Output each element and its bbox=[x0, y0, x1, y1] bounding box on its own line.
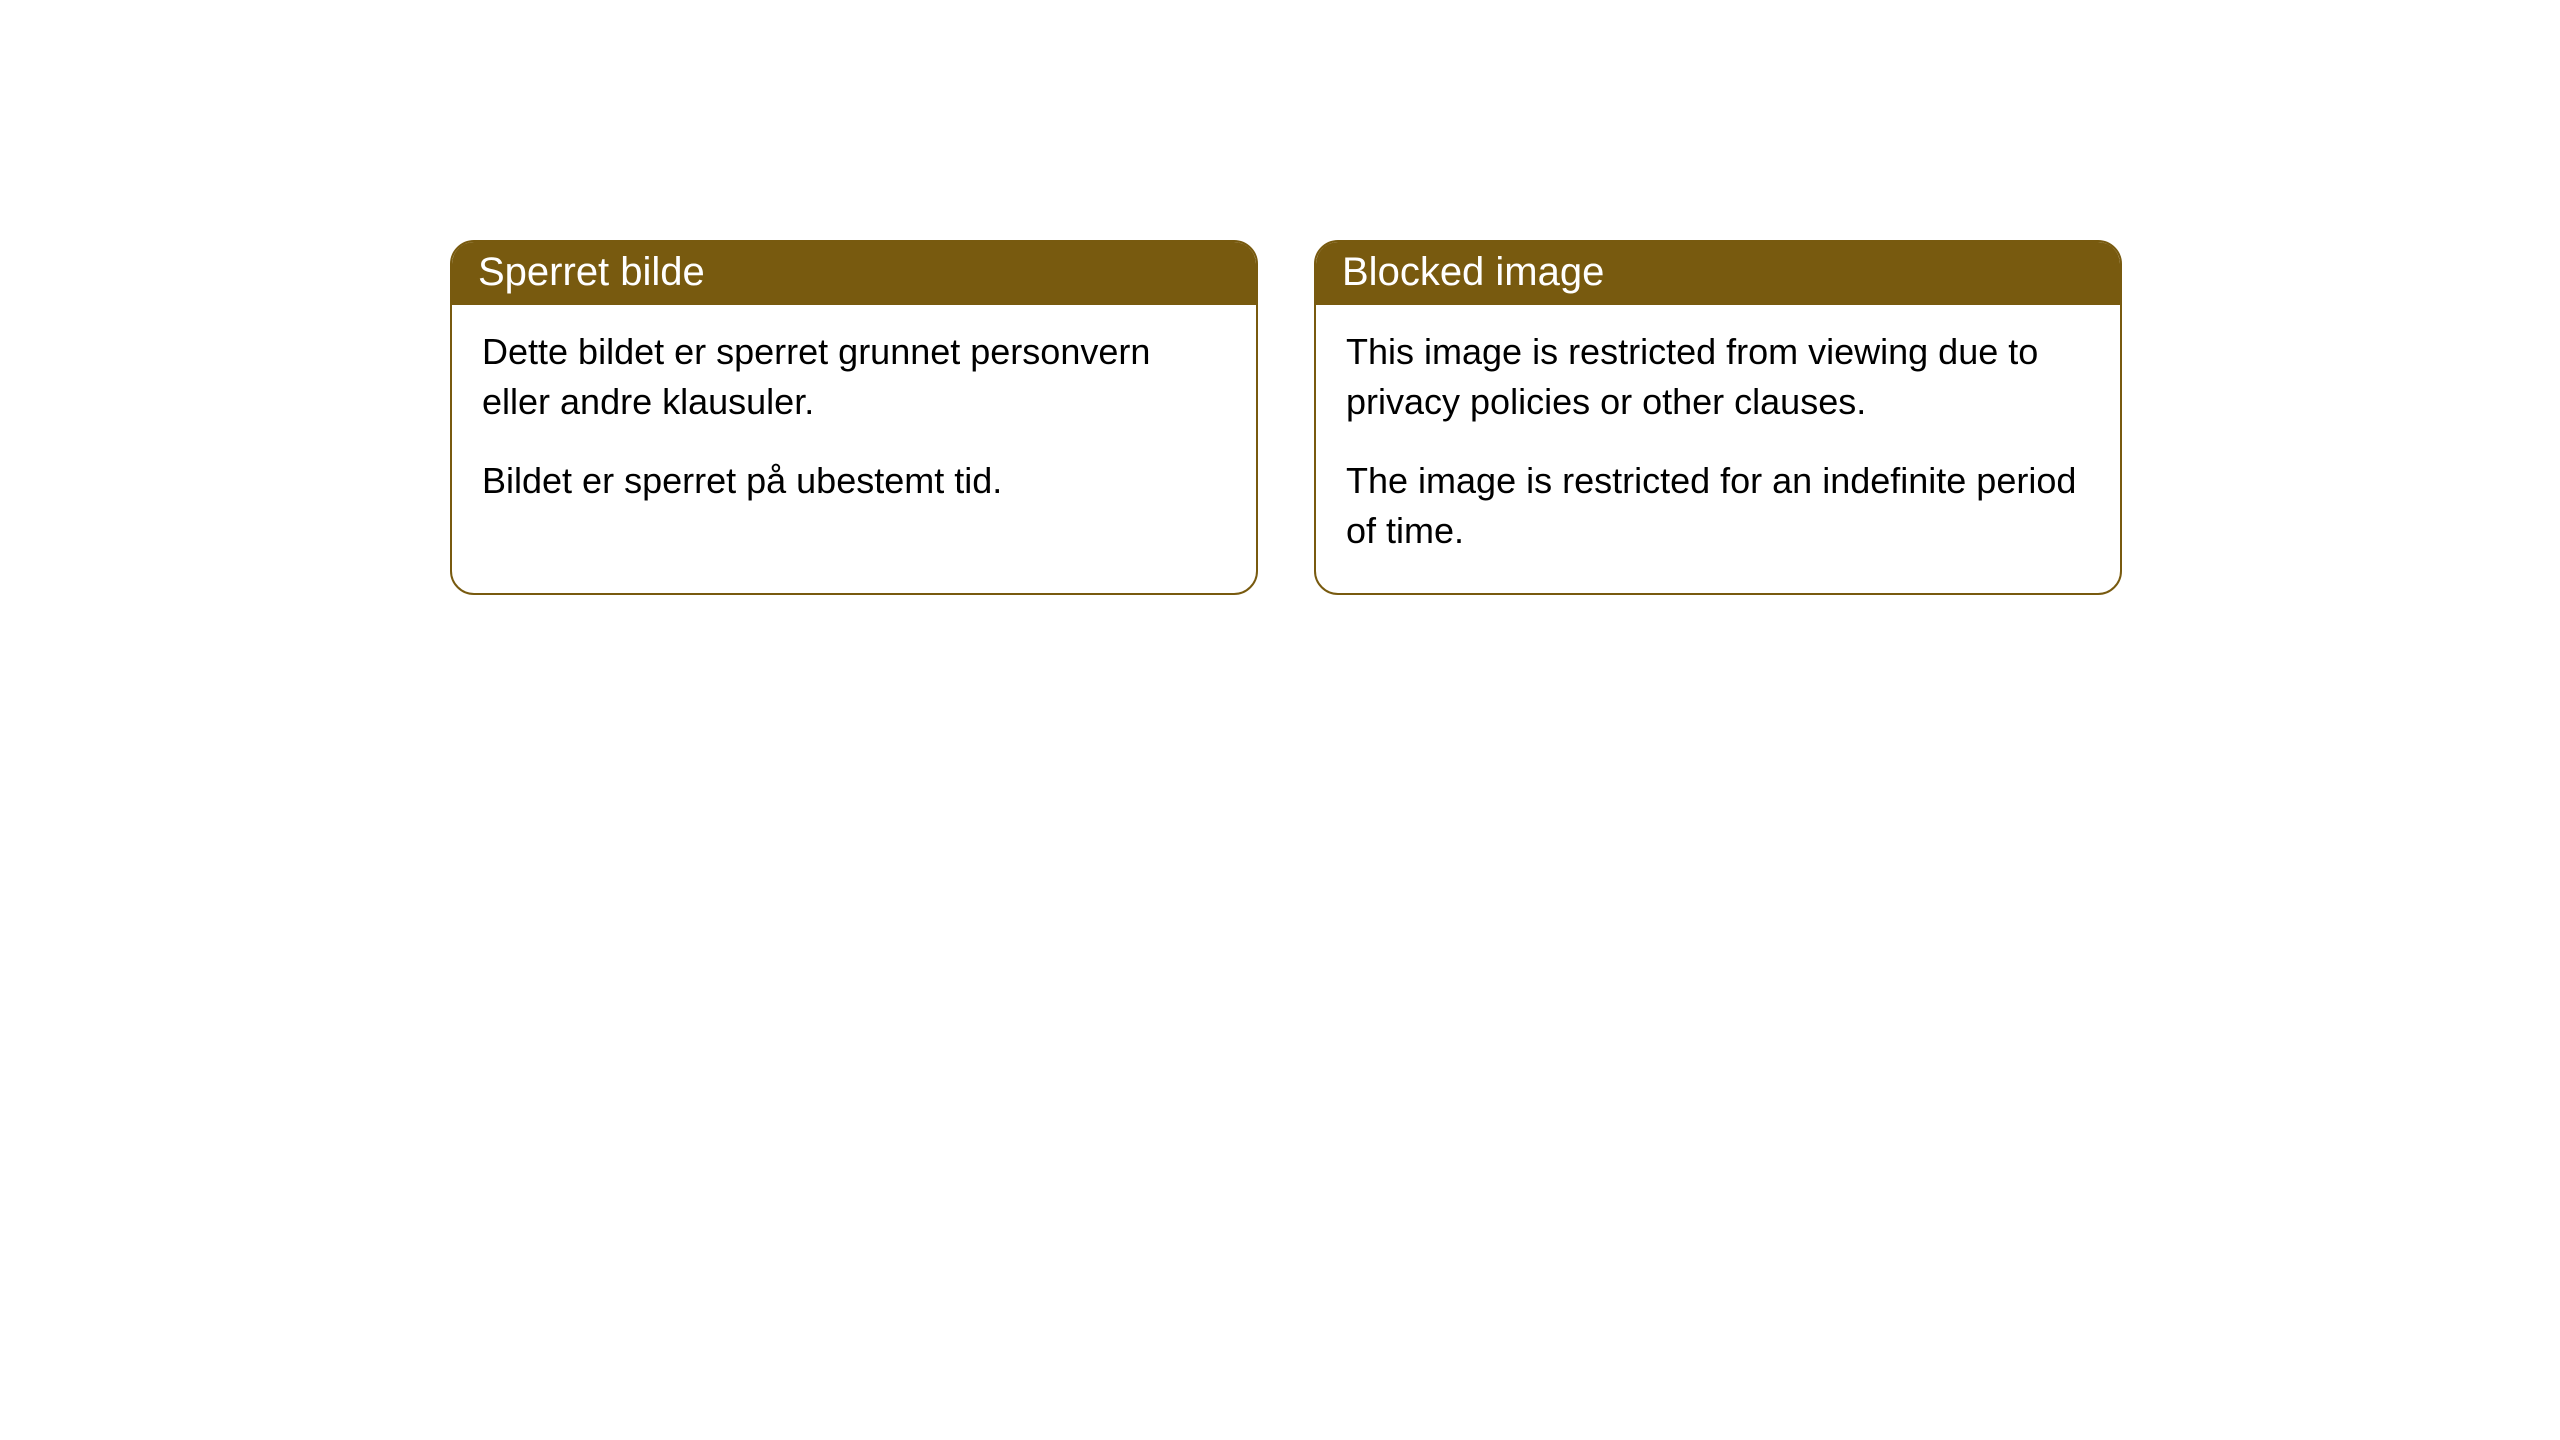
card-paragraph: Dette bildet er sperret grunnet personve… bbox=[482, 327, 1226, 428]
card-paragraph: Bildet er sperret på ubestemt tid. bbox=[482, 456, 1226, 506]
blocked-image-card-english: Blocked image This image is restricted f… bbox=[1314, 240, 2122, 595]
card-body: Dette bildet er sperret grunnet personve… bbox=[452, 305, 1256, 542]
card-paragraph: The image is restricted for an indefinit… bbox=[1346, 456, 2090, 557]
card-paragraph: This image is restricted from viewing du… bbox=[1346, 327, 2090, 428]
blocked-image-card-norwegian: Sperret bilde Dette bildet er sperret gr… bbox=[450, 240, 1258, 595]
card-header: Sperret bilde bbox=[452, 242, 1256, 305]
card-title: Sperret bilde bbox=[478, 250, 705, 294]
notice-cards-container: Sperret bilde Dette bildet er sperret gr… bbox=[450, 240, 2560, 595]
card-body: This image is restricted from viewing du… bbox=[1316, 305, 2120, 593]
card-header: Blocked image bbox=[1316, 242, 2120, 305]
card-title: Blocked image bbox=[1342, 250, 1604, 294]
